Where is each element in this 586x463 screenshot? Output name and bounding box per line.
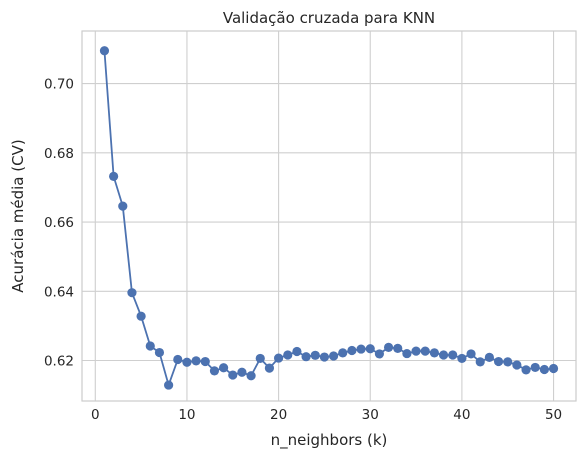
data-point xyxy=(402,348,412,359)
y-tick-label: 0.62 xyxy=(44,354,74,370)
data-point xyxy=(182,357,192,367)
data-point xyxy=(154,347,165,358)
data-point xyxy=(191,356,201,366)
data-point xyxy=(136,311,146,321)
data-point xyxy=(438,350,449,360)
data-point xyxy=(255,353,265,364)
data-point xyxy=(484,352,494,362)
data-point xyxy=(393,343,403,353)
data-point xyxy=(200,356,210,367)
data-point xyxy=(328,351,339,361)
data-point xyxy=(365,344,375,354)
data-point xyxy=(338,348,348,358)
tick-labels: 0 10 20 30 40 50 0.62 0.64 0.66 0.68 0.70 xyxy=(44,77,562,423)
data-point xyxy=(292,346,302,357)
y-tick-label: 0.68 xyxy=(44,146,74,162)
chart-title: Validação cruzada para KNN xyxy=(223,9,435,27)
x-tick-label: 20 xyxy=(270,407,287,423)
data-point xyxy=(118,201,128,211)
y-tick-label: 0.66 xyxy=(44,215,74,231)
data-point xyxy=(273,353,284,363)
data-point xyxy=(475,357,485,367)
data-point xyxy=(109,171,119,181)
data-point xyxy=(283,350,293,360)
data-point xyxy=(310,350,320,360)
data-point xyxy=(448,350,458,360)
y-tick-label: 0.64 xyxy=(44,284,74,300)
data-point xyxy=(429,348,439,358)
data-point xyxy=(209,366,220,376)
data-point xyxy=(539,364,549,375)
data-point xyxy=(530,362,540,373)
data-point xyxy=(420,346,430,356)
data-point xyxy=(228,370,238,380)
plot-frame xyxy=(81,30,577,402)
data-point xyxy=(457,353,467,364)
data-point xyxy=(521,365,531,375)
x-tick-label: 0 xyxy=(91,407,100,423)
data-point xyxy=(246,371,256,381)
data-point xyxy=(237,367,247,377)
y-axis-label: Acurácia média (CV) xyxy=(9,139,27,292)
data-point xyxy=(503,357,513,367)
data-point xyxy=(301,352,311,362)
data-point xyxy=(466,349,476,359)
data-point xyxy=(347,345,357,356)
data-point xyxy=(173,354,183,365)
y-tick-label: 0.70 xyxy=(44,77,74,93)
x-tick-label: 10 xyxy=(178,407,195,423)
data-point xyxy=(319,352,330,362)
data-point xyxy=(127,288,137,298)
data-point xyxy=(512,360,522,370)
series xyxy=(99,46,559,390)
x-tick-label: 30 xyxy=(362,407,379,423)
data-point xyxy=(99,46,110,56)
data-point xyxy=(411,346,421,356)
data-point xyxy=(383,342,394,352)
data-point xyxy=(493,356,504,367)
data-point xyxy=(374,349,385,359)
data-point xyxy=(264,363,275,373)
data-point xyxy=(164,380,174,390)
data-point xyxy=(219,363,229,373)
data-point xyxy=(356,344,366,354)
data-point xyxy=(145,341,155,351)
x-tick-label: 50 xyxy=(545,407,562,423)
x-axis-label: n_neighbors (k) xyxy=(271,431,388,450)
x-tick-label: 40 xyxy=(453,407,470,423)
data-point xyxy=(548,363,559,374)
grid xyxy=(82,31,576,401)
